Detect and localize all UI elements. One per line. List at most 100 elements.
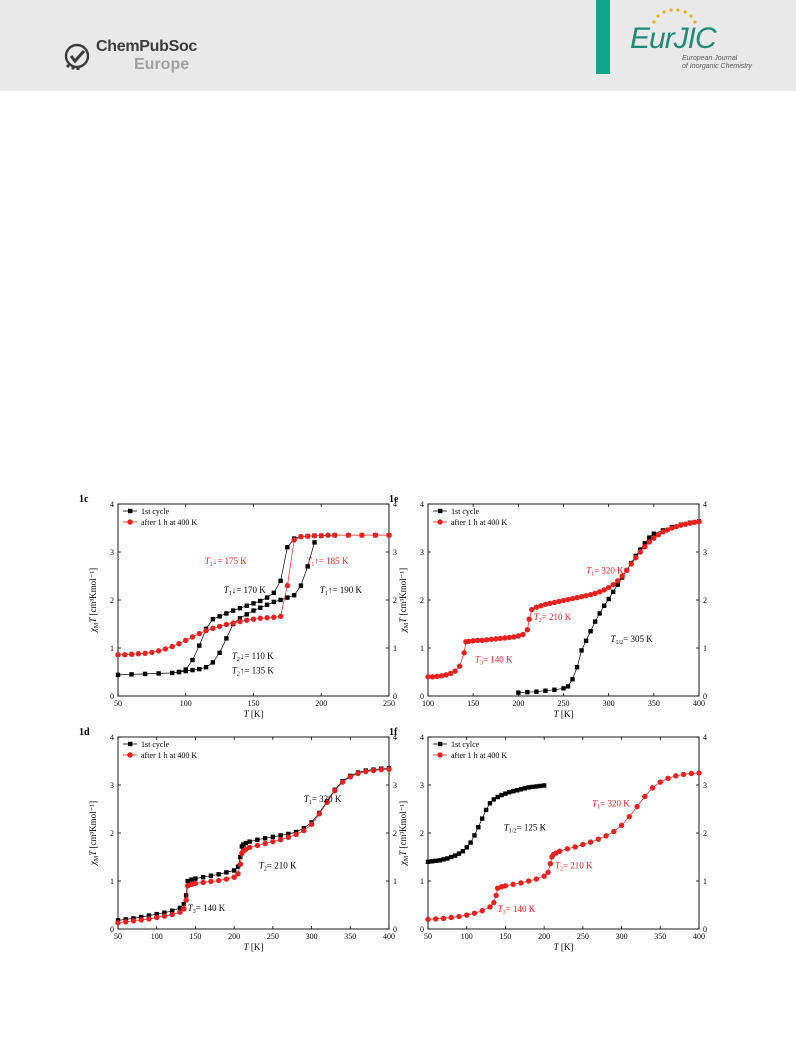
data-point [291,593,297,598]
data-point [142,650,148,656]
data-point [574,665,580,670]
data-point [223,621,230,628]
y-tick-label-right: 2 [393,596,397,605]
data-point [235,871,241,877]
data-point [170,670,175,676]
data-point [487,904,493,910]
x-axis-label: T [K] [554,942,574,952]
data-point [647,535,652,540]
eurjic-logo: EurJIC European Journal of Inorganic Che… [622,8,782,78]
data-point [545,869,551,876]
data-point [565,684,571,689]
data-point [447,670,454,677]
data-point [642,544,648,550]
data-point [642,793,648,800]
data-point [479,908,485,914]
data-point [161,913,168,919]
data-point [665,775,671,781]
x-tick-label: 200 [538,932,550,941]
data-point [363,768,369,775]
legend-label: 1st cycle [451,507,480,516]
data-point [293,831,299,838]
y-tick-label-right: 4 [393,500,397,509]
data-point [170,908,175,913]
data-point [224,611,229,616]
data-point [533,876,540,882]
data-point [461,650,467,656]
x-axis-label: T [K] [244,709,264,719]
data-point [518,787,524,792]
data-point [484,637,490,643]
data-point [155,648,162,654]
data-point [660,529,666,535]
series-0 [115,766,392,923]
data-point [456,663,463,669]
data-point [177,905,183,911]
y-tick-label-right: 1 [703,644,707,653]
data-point [471,910,478,916]
annotation: T1↓= 170 K [224,585,267,597]
data-point [138,917,144,923]
data-point [244,617,250,623]
eu-stars-icon [652,8,697,24]
data-point [238,854,243,860]
data-point [185,878,190,884]
data-point [502,635,508,641]
data-point [270,838,276,845]
data-point [115,652,121,658]
journal-logo-subtitle: European Journal of Inorganic Chemistry [682,55,752,71]
data-point [156,671,161,676]
journal-accent-bar [596,0,610,74]
legend-marker [127,752,133,758]
data-point [270,834,276,840]
data-point [162,910,167,915]
journal-logo-word: EurJIC [630,22,717,55]
annotation: T2= 210 K [259,861,297,873]
data-point [583,638,589,643]
data-point [515,633,522,639]
data-point [480,816,485,821]
data-point [491,797,497,802]
data-point [502,883,509,889]
data-point [497,635,503,642]
data-point [452,853,458,858]
data-point [325,532,331,538]
y-axis-label: χMT [cm³Kmol⁻¹] [88,801,100,866]
data-point [183,637,189,644]
data-point [176,669,182,675]
data-point [264,595,270,600]
data-point [181,901,187,907]
y-tick-label: 0 [110,692,114,701]
data-point [437,858,442,863]
data-point [378,766,384,773]
data-point [580,841,586,848]
legend-label: after 1 h at 400 K [451,751,507,760]
data-point [162,646,169,652]
data-point [551,599,558,606]
data-point [258,605,263,610]
legend-label: 1st cycle [141,507,170,516]
data-point [516,690,521,695]
data-point [425,674,431,680]
data-point [606,596,611,602]
chart-panel-1c: 1c 50 100 150 200 250 0 0 1 1 2 2 3 3 4 4 T [K] χMT [cm³K… [75,492,435,742]
x-tick-label: 50 [114,932,122,941]
publisher-title: ChemPubSoc [96,38,198,55]
data-point [359,532,365,538]
legend-label: 1st cylce [451,740,480,749]
data-point [183,668,188,674]
plot-frame [117,736,390,930]
data-point [529,606,535,613]
y-tick-label-right: 0 [393,925,397,934]
data-point [579,648,584,653]
x-tick-label: 150 [467,699,479,708]
y-tick-label-right: 0 [703,692,707,701]
data-point [534,784,539,789]
data-point [691,519,698,525]
data-point [146,913,152,918]
annotation: T3= 140 K [475,654,513,666]
legend-marker [437,519,443,525]
x-tick-label: 200 [228,932,240,941]
panel-label: 1c [79,494,89,505]
